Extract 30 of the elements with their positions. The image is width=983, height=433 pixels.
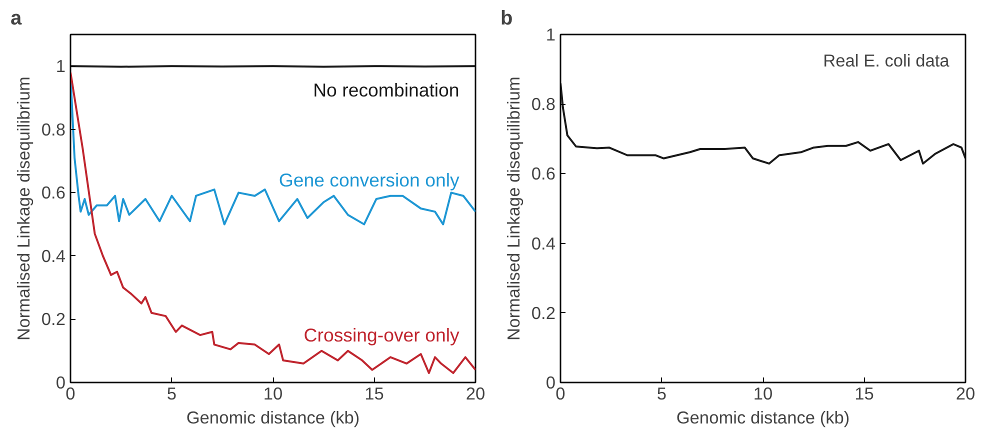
y-tick-label: 0.2 xyxy=(531,302,556,323)
x-tick-label: 5 xyxy=(166,384,177,404)
series-label: Gene conversion only xyxy=(278,170,460,191)
x-tick-label: 20 xyxy=(956,384,976,404)
annotation: Real E. coli data xyxy=(823,50,950,71)
series-label: Crossing-over only xyxy=(304,324,460,346)
y-tick-label: 0.4 xyxy=(41,246,66,266)
x-axis-title: Genomic distance (kb) xyxy=(676,408,850,428)
chart-title: b xyxy=(500,8,513,30)
x-tick-label: 10 xyxy=(753,384,773,404)
x-tick-label: 10 xyxy=(263,384,283,404)
line-series xyxy=(560,82,966,165)
line-series xyxy=(70,71,476,374)
chart-title: a xyxy=(10,8,22,30)
y-axis-title: Normalised Linkage disequilibrium xyxy=(503,76,524,340)
x-tick-label: 5 xyxy=(656,384,667,404)
x-tick-label: 20 xyxy=(466,384,486,404)
y-tick-label: 1 xyxy=(546,24,556,44)
x-tick-label: 15 xyxy=(854,384,874,404)
x-tick-label: 15 xyxy=(364,384,384,404)
y-tick-label: 0.6 xyxy=(41,182,66,203)
y-tick-label: 0.2 xyxy=(41,309,66,330)
y-tick-label: 0.4 xyxy=(531,233,556,254)
y-axis-title: Normalised Linkage disequilibrium xyxy=(13,76,34,340)
y-tick-label: 0.8 xyxy=(531,94,556,114)
x-axis-title: Genomic distance (kb) xyxy=(186,408,360,428)
y-tick-label: 0.8 xyxy=(41,119,66,140)
y-tick-label: 0.6 xyxy=(531,164,556,184)
series-label: No recombination xyxy=(313,79,460,100)
y-tick-label: 1 xyxy=(56,56,66,76)
